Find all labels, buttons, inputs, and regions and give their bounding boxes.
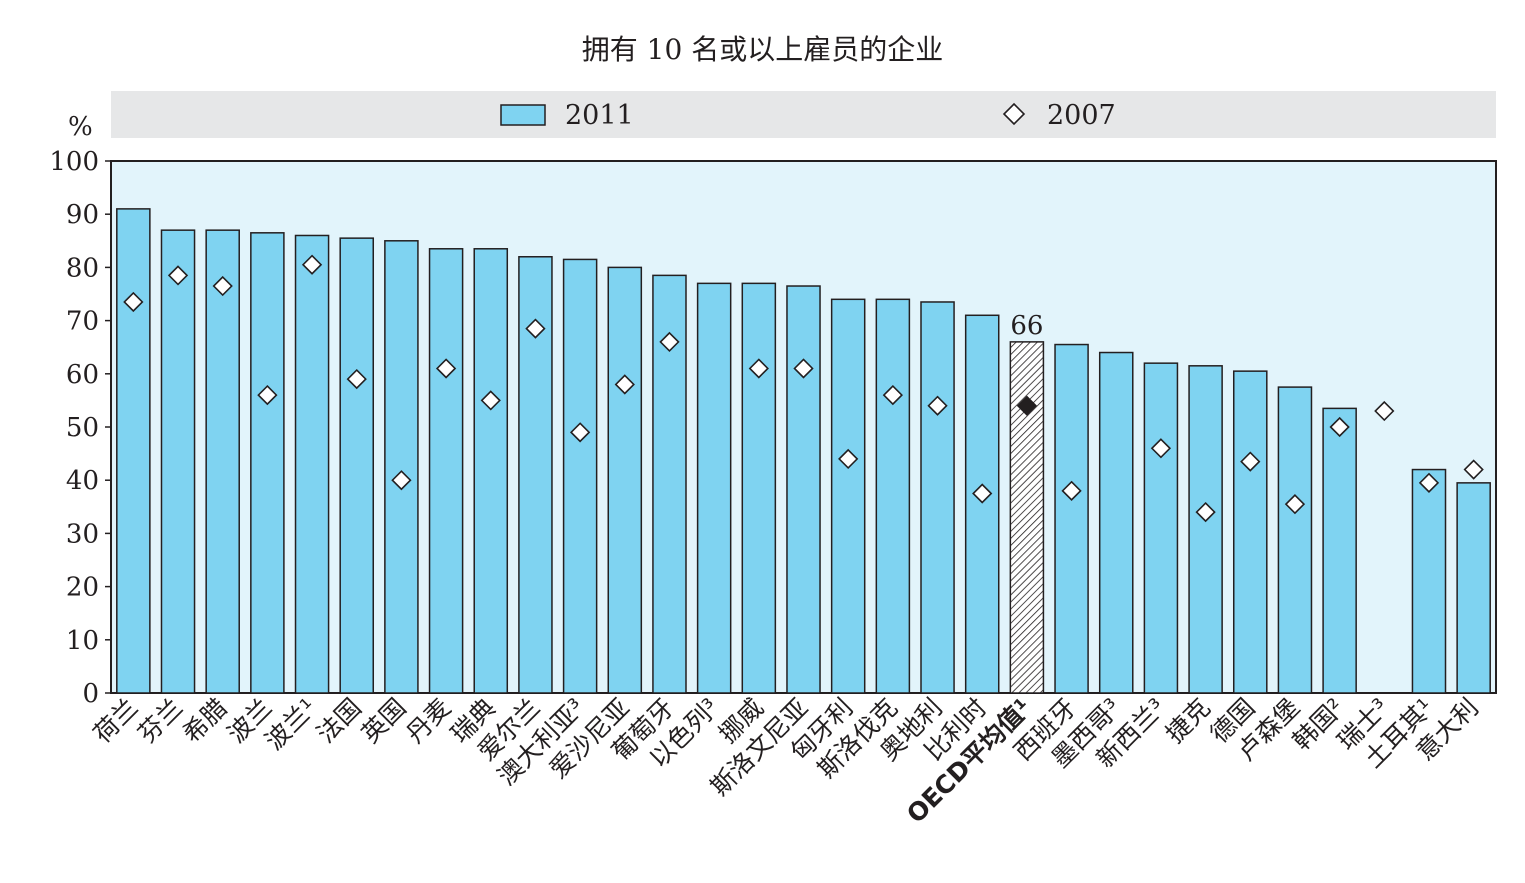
x-tick-label: 波兰¹: [259, 693, 322, 756]
marker-2007: [748, 358, 769, 379]
marker-2007: [435, 358, 457, 379]
bar-2011: [1054, 343, 1089, 694]
marker-2007: [1016, 395, 1038, 416]
bar-2011: [1411, 468, 1447, 694]
marker-2007: [391, 470, 412, 491]
y-axis-unit: %: [68, 112, 93, 142]
y-tick-label: 50: [66, 413, 99, 443]
x-tick-label: 希腊: [177, 693, 233, 749]
bar-2011: [1143, 362, 1179, 694]
x-tick-label: 芬兰: [132, 693, 188, 749]
bar-2011: [116, 208, 151, 694]
marker-2007: [614, 374, 635, 395]
y-tick-label: 40: [66, 466, 99, 496]
bar-2011: [875, 298, 911, 694]
y-tick-label: 60: [66, 360, 99, 390]
y-tick-label: 100: [49, 147, 99, 177]
bar-2011: [562, 258, 598, 694]
marker-2007: [1374, 400, 1395, 422]
marker-2007: [1329, 416, 1350, 438]
y-tick-label: 70: [66, 307, 99, 337]
bar-2011: [1232, 370, 1268, 694]
x-tick-label: 丹麦: [400, 693, 456, 749]
bar-2011: [964, 314, 1000, 694]
y-tick-label: 30: [66, 519, 99, 549]
bar-2011: [1456, 482, 1491, 694]
x-tick-label: 捷克: [1160, 693, 1216, 749]
x-tick-label: 英国: [356, 693, 412, 749]
marker-2007: [212, 275, 233, 297]
marker-2007: [972, 483, 993, 504]
bar-2011: [428, 248, 464, 694]
marker-2007: [927, 395, 948, 416]
bar-2011: [1009, 341, 1045, 694]
bar-2011: [607, 266, 643, 694]
legend-swatch-2011: [500, 104, 546, 126]
bar-2011: [160, 229, 196, 694]
bar-2011: [1188, 365, 1223, 694]
marker-2007: [346, 368, 367, 390]
marker-2007: [793, 358, 814, 379]
bar-2011: [1322, 407, 1357, 694]
legend-background: [111, 91, 1496, 138]
marker-2007: [525, 318, 546, 339]
bar-2011: [250, 232, 285, 694]
y-tick-label: 90: [66, 200, 99, 230]
y-tick-label: 20: [66, 573, 99, 603]
marker-2007: [1061, 480, 1082, 501]
bar-2011: [473, 248, 509, 694]
marker-2007: [569, 422, 591, 443]
bar-2011: [696, 282, 732, 694]
legend-label-2007: 2007: [1047, 100, 1116, 131]
legend-diamond-2007: [1002, 102, 1026, 126]
bar-2011: [294, 234, 330, 694]
bar-2011: [830, 298, 866, 694]
y-tick-label: 0: [82, 679, 99, 709]
bar-2011: [741, 282, 777, 694]
marker-2007: [838, 448, 859, 470]
marker-2007: [123, 291, 144, 313]
y-tick-label: 10: [66, 626, 99, 656]
bar-2011: [1098, 351, 1134, 694]
bar-2011: [920, 301, 955, 694]
marker-2007: [167, 265, 189, 286]
marker-2007: [1463, 459, 1484, 480]
chart-title: 拥有 10 名或以上雇员的企业: [581, 33, 944, 66]
marker-2007: [659, 331, 680, 353]
legend-label-2011: 2011: [565, 100, 634, 131]
marker-2007: [1195, 501, 1216, 523]
marker-2007: [480, 390, 501, 411]
bar-2011: [384, 240, 419, 694]
bar-2011: [339, 237, 375, 694]
marker-2007: [1418, 472, 1440, 493]
marker-2007: [257, 384, 278, 406]
marker-2007: [1284, 494, 1306, 515]
marker-2007: [301, 254, 323, 275]
marker-2007: [1240, 451, 1261, 472]
y-tick-label: 80: [66, 253, 99, 283]
bar-2011: [786, 285, 821, 694]
bar-2011: [518, 256, 553, 694]
x-tick-label: 法国: [311, 693, 367, 749]
oecd-value-label: 66: [1010, 311, 1043, 341]
bar-2011: [1277, 386, 1313, 694]
bar-2011: [205, 229, 240, 694]
marker-2007: [882, 384, 903, 406]
x-tick-label: 韩国²: [1287, 693, 1350, 756]
marker-2007: [1150, 438, 1172, 459]
